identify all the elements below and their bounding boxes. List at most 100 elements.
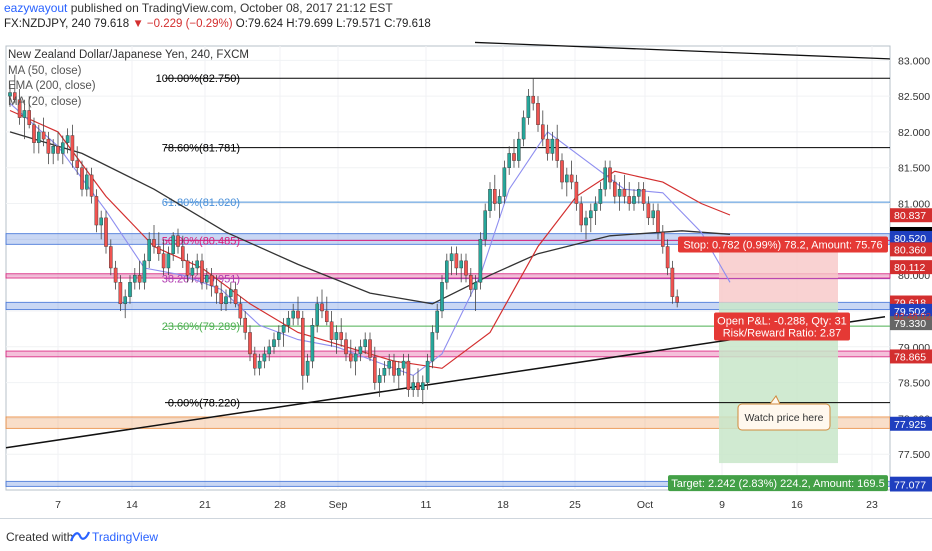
candle-body xyxy=(339,332,344,340)
time-tick-label: Sep xyxy=(329,499,348,511)
candle-body xyxy=(41,131,46,140)
fib-level-label: 23.60%(79.289) xyxy=(162,321,240,333)
candle-body xyxy=(291,310,296,319)
candle-body xyxy=(334,332,339,340)
candle-body xyxy=(565,174,569,183)
candle-body xyxy=(531,95,535,104)
candle-body xyxy=(478,239,483,283)
target-label-box xyxy=(668,475,888,492)
candle-body xyxy=(411,382,416,390)
candle-body xyxy=(473,282,478,290)
author-link[interactable]: eazywayout xyxy=(4,1,68,15)
upper-trendline xyxy=(474,41,891,60)
candle-body xyxy=(358,346,363,355)
candle-body xyxy=(550,138,555,154)
tradingview-logo-icon xyxy=(70,531,90,542)
candle-body xyxy=(406,360,411,390)
price-tick-label: 81.000 xyxy=(898,199,930,211)
candle-body xyxy=(541,124,545,140)
candle-body xyxy=(387,360,392,369)
candle-body xyxy=(219,292,224,305)
legend-ma50[interactable]: MA (50, close) xyxy=(8,64,82,77)
candle-body xyxy=(89,174,94,197)
price-axis-tag-text: 79.502 xyxy=(894,306,926,318)
candle-body xyxy=(142,260,147,283)
candle-body xyxy=(56,146,60,154)
price-change: ▼ −0.229 (−0.29%) xyxy=(132,18,233,30)
candle-body xyxy=(99,217,103,226)
publish-info: published on TradingView.com, October 08… xyxy=(70,1,393,15)
candle-body xyxy=(32,124,36,143)
candle-body xyxy=(579,203,583,226)
candle-body xyxy=(224,296,228,305)
candle-body xyxy=(526,95,531,118)
price-axis-tag xyxy=(890,260,932,275)
chart-legend: New Zealand Dollar/Japanese Yen, 240, FX… xyxy=(8,48,249,110)
candle-body xyxy=(262,353,267,362)
candle-body xyxy=(8,92,12,97)
candle-body xyxy=(233,289,238,305)
candle-body xyxy=(137,274,142,283)
callout-text: Watch price here xyxy=(745,412,824,424)
candle-body xyxy=(651,210,655,219)
candle-body xyxy=(449,253,454,262)
time-tick-label: 9 xyxy=(719,499,725,511)
pnl-label-text: Open P&L: -0.288, Qty: 31 xyxy=(717,316,847,328)
price-axis-tag-text: 77.077 xyxy=(894,479,926,491)
candle-body xyxy=(545,138,550,154)
candle-body xyxy=(421,382,425,390)
price-axis-tag xyxy=(890,416,932,431)
price-chart[interactable]: 7142128Sep111825Oct9162377.50078.00078.5… xyxy=(0,38,932,518)
candle-body xyxy=(464,260,468,276)
candle-body xyxy=(195,260,200,269)
candle-body xyxy=(454,253,459,269)
candle-body xyxy=(353,353,358,362)
time-tick-label: 7 xyxy=(55,499,61,511)
candle-body xyxy=(435,310,440,333)
candle-body xyxy=(272,339,276,347)
stop-label-text: Stop: 0.782 (0.99%) 78.2, Amount: 75.76 xyxy=(683,240,882,252)
candle-body xyxy=(238,303,243,319)
last-price: 79.618 xyxy=(93,18,130,30)
candle-body xyxy=(22,110,27,118)
candle-body xyxy=(70,135,75,161)
candle-body xyxy=(368,339,372,358)
candle-body xyxy=(166,253,171,269)
candle-body xyxy=(521,117,526,140)
candle-body xyxy=(204,274,209,283)
candle-body xyxy=(214,285,219,294)
candle-body xyxy=(108,246,113,269)
price-axis-tag-text: 78.865 xyxy=(894,351,926,363)
candle-body xyxy=(61,142,65,154)
candle-body xyxy=(401,360,406,369)
candle-body xyxy=(190,267,195,276)
publish-header: eazywayout published on TradingView.com,… xyxy=(4,1,393,15)
pnl-label-box xyxy=(714,312,850,341)
candle-body xyxy=(286,317,291,326)
candle-body xyxy=(507,153,512,168)
candle-body xyxy=(27,110,32,125)
tradingview-link[interactable]: TradingView xyxy=(92,530,159,544)
candle-body xyxy=(37,131,41,143)
candle-body xyxy=(493,189,497,204)
fib-level-label: 50.00%(80.485) xyxy=(162,235,240,247)
candle-body xyxy=(320,303,324,312)
fib-level-label: 100.00%(82.750) xyxy=(156,73,240,85)
callout-bubble xyxy=(737,395,831,431)
candle-body xyxy=(267,346,272,355)
time-tick-label: 16 xyxy=(791,499,803,511)
legend-ema200[interactable]: EMA (200, close) xyxy=(8,80,96,92)
candle-body xyxy=(128,282,132,297)
symbol-label: FX:NZDJPY, 240 xyxy=(4,18,91,30)
fib-level-label: 0.00%(78.220) xyxy=(168,398,240,410)
price-axis-tag xyxy=(890,477,932,492)
time-tick-label: 23 xyxy=(866,499,878,511)
candle-body xyxy=(646,203,651,219)
candle-body xyxy=(445,260,449,283)
stop-label-box xyxy=(678,236,888,253)
candle-body xyxy=(517,138,521,161)
candle-body xyxy=(301,317,305,376)
ohlc-values: O:79.624 H:79.699 L:79.571 C:79.618 xyxy=(235,18,431,30)
legend-ma20[interactable]: MA (20, close) xyxy=(8,95,82,108)
candle-body xyxy=(497,196,502,204)
